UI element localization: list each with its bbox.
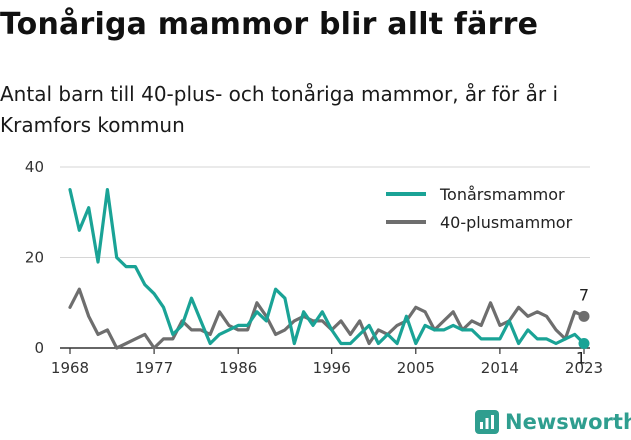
x-tick-label: 1977 (135, 359, 173, 377)
y-tick-label: 40 (25, 158, 44, 176)
x-tick-label: 2023 (565, 359, 603, 377)
x-tick-label: 2014 (481, 359, 519, 377)
x-tick-label: 1996 (313, 359, 351, 377)
y-tick-label: 0 (34, 339, 44, 357)
end-markers: 71 (576, 285, 590, 367)
x-axis: 1968 1977 1986 1996 2005 2014 2023 (51, 347, 603, 377)
series-lines (68, 188, 586, 350)
legend: Tonårsmammor 40-plusmammor (386, 185, 573, 232)
chart-subtitle: Antal barn till 40-plus- och tonåriga ma… (0, 82, 559, 137)
brand-name: Newsworthy (505, 410, 631, 434)
newsworthy-logo: Newsworthy (475, 404, 631, 440)
legend-label-teen: Tonårsmammor (439, 185, 565, 204)
end-marker-forty (578, 310, 590, 322)
y-tick-labels: 0 20 40 (25, 158, 44, 357)
y-tick-label: 20 (25, 249, 44, 267)
x-tick-label: 1986 (219, 359, 257, 377)
end-marker-teen (578, 337, 590, 349)
end-label-forty: 7 (579, 285, 589, 304)
legend-label-forty: 40-plusmammor (440, 213, 573, 232)
end-label-teen: 1 (576, 348, 586, 367)
series-line-forty (68, 287, 586, 350)
x-tick-label: 1968 (51, 359, 89, 377)
series-line-teen (68, 188, 586, 346)
bar-chart-icon (475, 410, 499, 434)
chart-title: Tonåriga mammor blir allt färre (0, 7, 539, 42)
y-gridlines (60, 166, 590, 258)
x-tick-label: 2005 (397, 359, 435, 377)
